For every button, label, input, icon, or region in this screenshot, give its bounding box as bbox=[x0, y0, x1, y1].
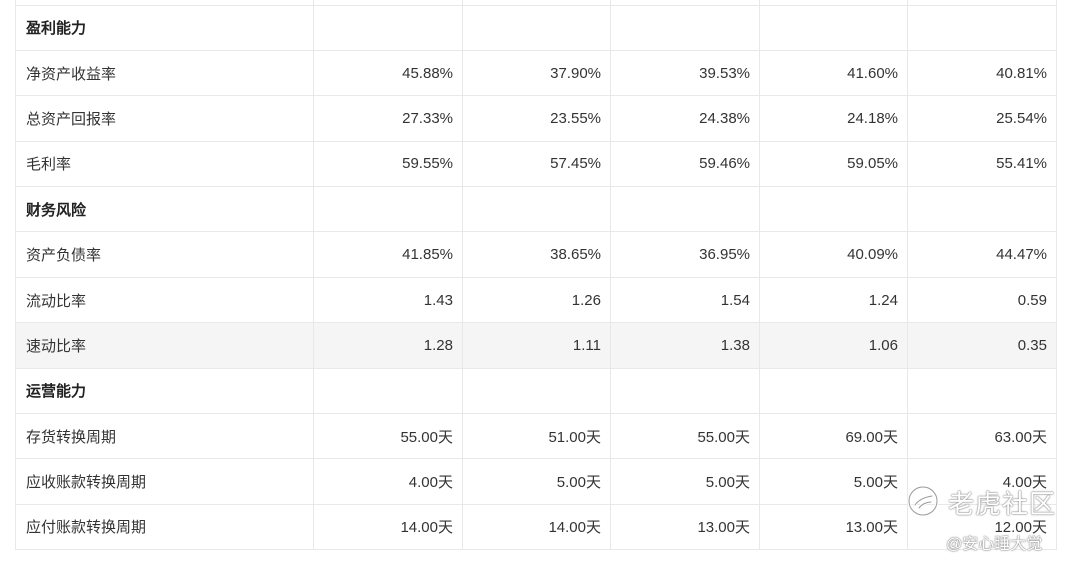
cell-value: 40.81% bbox=[907, 49, 1057, 97]
row-label: 速动比率 bbox=[15, 322, 314, 369]
row-label: 存货转换周期 bbox=[15, 413, 314, 460]
section-title: 财务风险 bbox=[15, 186, 314, 233]
section-header-operating-ability: 运营能力 bbox=[15, 367, 1057, 415]
cell-value: 27.33% bbox=[313, 95, 463, 142]
table-row[interactable]: 应收账款转换周期 4.00天 5.00天 5.00天 5.00天 4.00天 bbox=[15, 458, 1057, 505]
cell-value: 25.54% bbox=[907, 95, 1057, 142]
row-label: 毛利率 bbox=[15, 140, 314, 188]
cell-value: 45.88% bbox=[313, 49, 463, 97]
row-label: 总资产回报率 bbox=[15, 95, 314, 142]
cell-value: 57.45% bbox=[462, 140, 611, 188]
cell-value: 37.90% bbox=[462, 49, 611, 97]
cell-value: 23.55% bbox=[462, 95, 611, 142]
cell-value: 14.00天 bbox=[462, 503, 611, 551]
cell-value: 5.00天 bbox=[462, 458, 611, 505]
cell-value: 14.00天 bbox=[313, 503, 463, 551]
cell-value: 55.00天 bbox=[313, 413, 463, 460]
cell-value: 5.00天 bbox=[610, 458, 760, 505]
section-title: 盈利能力 bbox=[15, 4, 314, 51]
table-row-hovered[interactable]: 速动比率 1.28 1.11 1.38 1.06 0.35 bbox=[15, 322, 1057, 369]
cell-value: 4.00天 bbox=[907, 458, 1057, 505]
financial-indicators-table: 盈利能力 净资产收益率 45.88% 37.90% 39.53% 41.60% … bbox=[15, 0, 1057, 551]
table-row[interactable]: 存货转换周期 55.00天 51.00天 55.00天 69.00天 63.00… bbox=[15, 413, 1057, 460]
cell-value: 40.09% bbox=[759, 231, 908, 278]
table-row[interactable]: 资产负债率 41.85% 38.65% 36.95% 40.09% 44.47% bbox=[15, 231, 1057, 278]
row-label: 应付账款转换周期 bbox=[15, 503, 314, 551]
table-row[interactable]: 净资产收益率 45.88% 37.90% 39.53% 41.60% 40.81… bbox=[15, 49, 1057, 97]
cell-value: 1.24 bbox=[759, 276, 908, 324]
cell-value: 41.60% bbox=[759, 49, 908, 97]
row-label: 应收账款转换周期 bbox=[15, 458, 314, 505]
section-title: 运营能力 bbox=[15, 367, 314, 415]
cell-value: 59.05% bbox=[759, 140, 908, 188]
cell-value: 39.53% bbox=[610, 49, 760, 97]
cell-value: 36.95% bbox=[610, 231, 760, 278]
cell-value: 0.35 bbox=[907, 322, 1057, 369]
cell-value: 55.00天 bbox=[610, 413, 760, 460]
cell-value: 1.11 bbox=[462, 322, 611, 369]
cell-value: 24.38% bbox=[610, 95, 760, 142]
cell-value: 1.43 bbox=[313, 276, 463, 324]
cell-value: 51.00天 bbox=[462, 413, 611, 460]
cell-value: 63.00天 bbox=[907, 413, 1057, 460]
section-header-financial-risk: 财务风险 bbox=[15, 186, 1057, 233]
table-row[interactable]: 总资产回报率 27.33% 23.55% 24.38% 24.18% 25.54… bbox=[15, 95, 1057, 142]
table-row[interactable]: 应付账款转换周期 14.00天 14.00天 13.00天 13.00天 12.… bbox=[15, 503, 1057, 551]
cell-value: 59.46% bbox=[610, 140, 760, 188]
section-header-profitability: 盈利能力 bbox=[15, 4, 1057, 51]
cell-value: 0.59 bbox=[907, 276, 1057, 324]
cell-value: 69.00天 bbox=[759, 413, 908, 460]
cell-value: 1.38 bbox=[610, 322, 760, 369]
cell-value: 24.18% bbox=[759, 95, 908, 142]
cell-value: 5.00天 bbox=[759, 458, 908, 505]
cell-value: 1.54 bbox=[610, 276, 760, 324]
cell-value: 44.47% bbox=[907, 231, 1057, 278]
cell-value: 41.85% bbox=[313, 231, 463, 278]
cell-value: 1.28 bbox=[313, 322, 463, 369]
cell-value: 55.41% bbox=[907, 140, 1057, 188]
cell-value: 59.55% bbox=[313, 140, 463, 188]
cell-value: 38.65% bbox=[462, 231, 611, 278]
cell-value: 12.00天 bbox=[907, 503, 1057, 551]
cell-value: 1.06 bbox=[759, 322, 908, 369]
table-row[interactable]: 毛利率 59.55% 57.45% 59.46% 59.05% 55.41% bbox=[15, 140, 1057, 188]
row-label: 流动比率 bbox=[15, 276, 314, 324]
cell-value: 13.00天 bbox=[610, 503, 760, 551]
cell-value: 4.00天 bbox=[313, 458, 463, 505]
cell-value: 1.26 bbox=[462, 276, 611, 324]
table-row[interactable]: 流动比率 1.43 1.26 1.54 1.24 0.59 bbox=[15, 276, 1057, 324]
cell-value: 13.00天 bbox=[759, 503, 908, 551]
row-label: 净资产收益率 bbox=[15, 49, 314, 97]
row-label: 资产负债率 bbox=[15, 231, 314, 278]
